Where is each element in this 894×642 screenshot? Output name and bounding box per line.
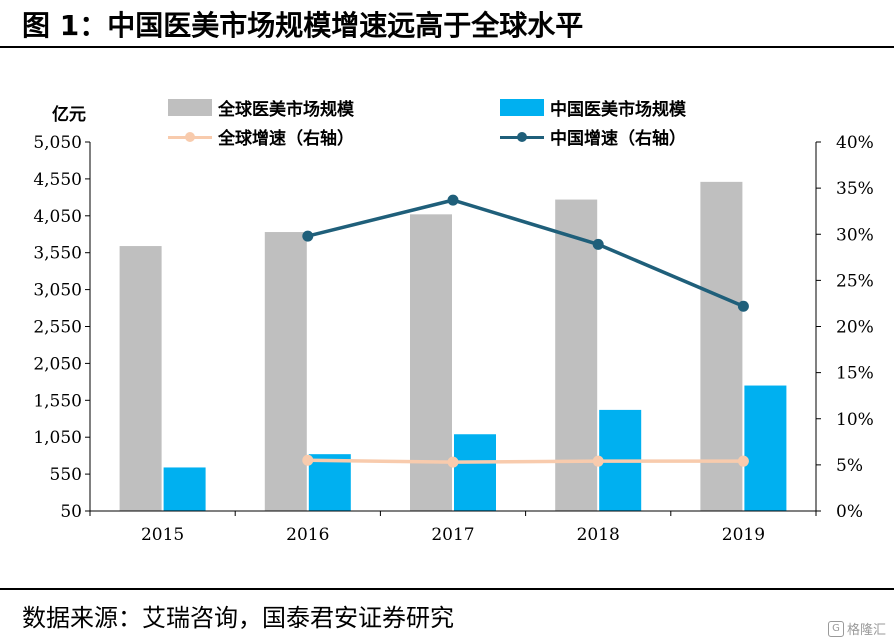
line-china-growth [307, 198, 745, 308]
point-china-growth-2017 [447, 194, 459, 206]
y-right-tick-label: 0% [836, 502, 863, 522]
y-left-tick-label: 2,550 [33, 318, 82, 338]
y-left-tick-label: 2,050 [33, 354, 82, 374]
bar-china-2019 [744, 385, 787, 511]
bar-global-2016 [264, 232, 307, 511]
bar-global-2017 [410, 214, 452, 511]
x-tick-label: 2019 [722, 525, 765, 545]
bar-china-2017 [454, 434, 496, 511]
watermark-text: 格隆汇 [846, 623, 886, 638]
legend-swatch-china-growth [500, 131, 544, 143]
y-left-tick-label: 3,550 [33, 244, 82, 264]
legend-label-china-size: 中国医美市场规模 [550, 100, 686, 120]
legend-swatch-global-size [168, 99, 212, 116]
legend-item-global-size: 全球医美市场规模 [168, 95, 354, 120]
point-china-growth-2019 [737, 300, 749, 312]
footer-rule [0, 588, 894, 590]
legend-item-global-growth: 全球增速（右轴） [168, 124, 354, 149]
bar-china-2016 [308, 454, 351, 511]
y-right-tick-label: 25% [836, 271, 874, 291]
y-right-tick-label: 5% [836, 456, 863, 476]
watermark-logo-icon: G [827, 620, 844, 637]
y-right-tick-label: 20% [836, 318, 874, 338]
x-tick-label: 2015 [141, 525, 184, 545]
page-title: 图 1：中国医美市场规模增速远高于全球水平 [22, 9, 584, 42]
bar-global-2015 [119, 246, 162, 512]
point-global-growth-2016 [302, 454, 314, 466]
title-rule [0, 46, 894, 48]
x-tick-label: 2016 [286, 525, 329, 545]
point-global-growth-2017 [447, 456, 459, 468]
y-left-tick-label: 3,050 [33, 281, 82, 301]
point-global-growth-2018 [592, 455, 604, 467]
point-china-growth-2016 [302, 230, 314, 242]
bar-global-2019 [700, 181, 743, 512]
y-left-tick-label: 5,050 [33, 133, 82, 153]
y-left-tick-label: 4,550 [33, 170, 82, 190]
y-left-tick-label: 550 [50, 465, 82, 485]
line-global-growth [307, 458, 744, 464]
x-tick-label: 2017 [431, 525, 474, 545]
y-right-tick-label: 40% [836, 133, 874, 153]
legend-label-global-size: 全球医美市场规模 [218, 100, 354, 120]
source-note: 数据来源：艾瑞咨询，国泰君安证券研究 [22, 604, 454, 632]
bar-global-2018 [555, 199, 598, 511]
y-right-tick-label: 35% [836, 179, 874, 199]
legend-swatch-global-growth [168, 131, 212, 143]
y-right-tick-label: 30% [836, 225, 874, 245]
legend-label-china-growth: 中国增速（右轴） [550, 129, 686, 149]
point-china-growth-2018 [592, 238, 604, 250]
point-global-growth-2019 [737, 455, 749, 467]
x-tick-label: 2018 [577, 525, 620, 545]
legend-item-china-growth: 中国增速（右轴） [500, 124, 686, 149]
watermark: G 格隆汇 [827, 619, 886, 638]
legend-swatch-china-size [500, 99, 544, 116]
y-left-unit-label: 亿元 [52, 105, 86, 125]
bar-china-2015 [163, 467, 206, 511]
y-left-tick-label: 1,550 [33, 391, 82, 411]
legend-label-global-growth: 全球增速（右轴） [218, 129, 354, 149]
legend-item-china-size: 中国医美市场规模 [500, 95, 686, 120]
y-left-tick-label: 1,050 [33, 428, 82, 448]
y-right-tick-label: 15% [836, 364, 874, 384]
y-left-tick-label: 50 [60, 502, 82, 522]
y-left-tick-label: 4,050 [33, 207, 82, 227]
y-right-tick-label: 10% [836, 410, 874, 430]
